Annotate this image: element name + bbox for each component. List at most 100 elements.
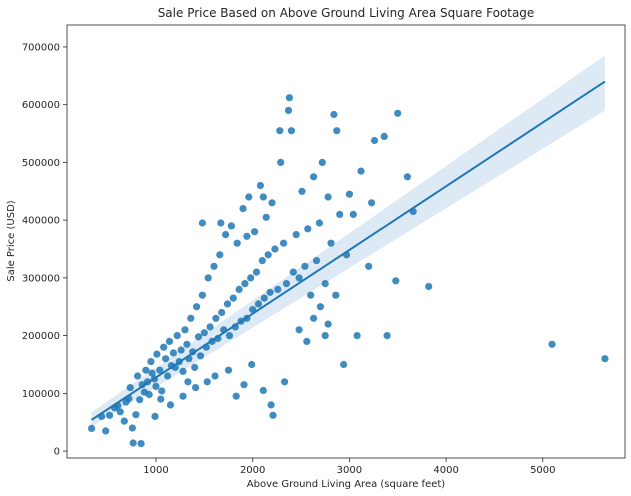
- data-point: [120, 417, 128, 425]
- data-point: [321, 280, 329, 288]
- data-point: [217, 219, 225, 227]
- data-point: [267, 401, 275, 409]
- data-point: [165, 337, 174, 345]
- data-point: [116, 408, 124, 416]
- data-point: [380, 132, 388, 140]
- data-point: [173, 332, 181, 340]
- data-point: [229, 294, 237, 302]
- data-point: [324, 193, 332, 201]
- data-point: [304, 225, 312, 233]
- data-point: [137, 440, 145, 448]
- data-point: [332, 291, 340, 299]
- data-point: [269, 411, 277, 419]
- data-point: [184, 378, 192, 386]
- data-point: [147, 358, 155, 366]
- data-point: [210, 262, 218, 270]
- data-point: [206, 323, 214, 331]
- data-point: [310, 314, 318, 322]
- data-point: [312, 257, 321, 265]
- y-tick-label: 700000: [22, 42, 60, 53]
- confidence-band: [91, 55, 605, 427]
- data-point: [204, 274, 212, 282]
- data-point: [327, 239, 335, 247]
- y-axis-label: Sale Price (USD): [6, 200, 17, 281]
- data-point: [266, 288, 274, 296]
- points-layer: [88, 94, 609, 448]
- data-point: [365, 262, 373, 270]
- axes-layer: 1000 2000 3000 4000 5000 0 100000 200000 300000 4…: [22, 24, 626, 476]
- data-point: [245, 193, 253, 201]
- data-point: [142, 366, 150, 374]
- x-tick-label: 1000: [143, 465, 168, 476]
- data-point: [333, 127, 341, 135]
- data-point: [301, 262, 309, 270]
- confidence-band-layer: [91, 55, 605, 427]
- data-point: [258, 257, 266, 265]
- data-point: [247, 274, 255, 282]
- data-point: [289, 268, 297, 276]
- data-point: [134, 372, 142, 380]
- data-point: [132, 411, 140, 419]
- data-point: [153, 350, 161, 358]
- x-axis-label: Above Ground Living Area (square feet): [247, 479, 446, 490]
- data-point: [151, 412, 159, 420]
- y-tick-label: 100000: [22, 389, 60, 400]
- data-point: [303, 337, 311, 345]
- data-point: [254, 300, 263, 308]
- data-point: [192, 384, 200, 392]
- data-point: [203, 378, 211, 386]
- data-point: [256, 181, 264, 190]
- data-point: [281, 378, 289, 386]
- data-point: [357, 167, 365, 175]
- data-point: [340, 360, 348, 369]
- x-tick-label: 2000: [240, 465, 265, 476]
- data-point: [211, 372, 219, 380]
- x-tick-label: 4000: [433, 465, 458, 476]
- data-point: [425, 282, 433, 291]
- data-point: [292, 231, 300, 239]
- plot-frame: [66, 24, 626, 459]
- data-point: [239, 205, 247, 213]
- data-point: [225, 332, 234, 340]
- y-tick-label: 400000: [22, 216, 60, 227]
- data-point: [198, 219, 206, 227]
- data-point: [181, 326, 189, 334]
- data-point: [223, 300, 232, 308]
- data-point: [318, 158, 326, 166]
- data-point: [394, 109, 402, 117]
- data-point: [330, 110, 338, 119]
- data-point: [158, 387, 166, 395]
- data-point: [264, 251, 272, 259]
- data-point: [240, 381, 248, 389]
- data-point: [268, 199, 276, 207]
- data-point: [310, 173, 318, 181]
- data-point: [601, 355, 609, 363]
- data-point: [403, 173, 411, 181]
- data-point: [370, 136, 379, 145]
- data-point: [106, 411, 114, 419]
- data-point: [102, 427, 110, 435]
- data-point: [298, 187, 306, 195]
- data-point: [156, 366, 164, 374]
- data-point: [241, 280, 249, 288]
- data-point: [198, 291, 206, 299]
- data-point: [316, 303, 324, 311]
- data-point: [224, 366, 233, 374]
- data-point: [235, 285, 243, 293]
- data-point: [193, 303, 201, 311]
- data-point: [232, 392, 240, 400]
- data-point: [126, 384, 134, 392]
- data-point: [164, 372, 172, 380]
- regression-line-layer: [91, 80, 606, 421]
- data-point: [179, 392, 187, 400]
- data-point: [194, 333, 203, 341]
- data-point: [262, 213, 270, 221]
- data-point: [383, 332, 391, 340]
- data-point: [216, 251, 224, 259]
- data-point: [196, 352, 205, 360]
- data-point: [295, 274, 303, 282]
- data-point: [227, 222, 235, 230]
- data-point: [277, 158, 285, 166]
- data-point: [191, 363, 199, 371]
